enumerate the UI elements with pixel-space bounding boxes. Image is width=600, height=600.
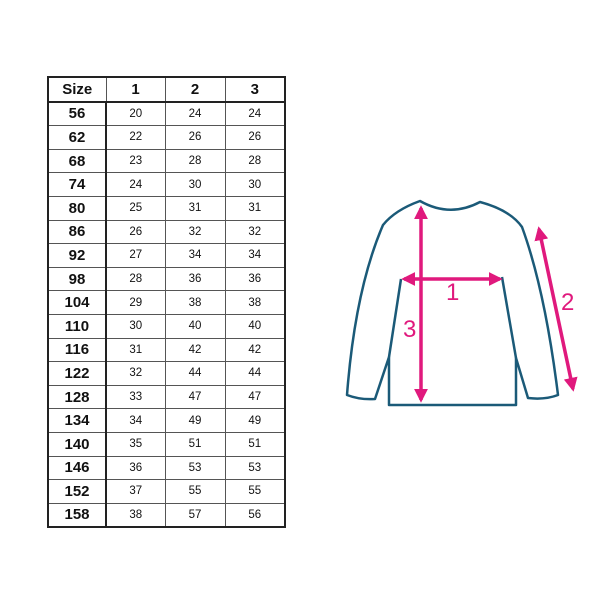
measurement-cell: 31 [224, 195, 286, 221]
table-row: 110 30 40 40 [47, 313, 286, 339]
measurement-cell: 53 [224, 455, 286, 481]
measurement-cell: 24 [224, 101, 286, 127]
measure-arrow-2 [534, 226, 578, 392]
measurement-cell: 51 [164, 431, 226, 457]
table-row: 98 28 36 36 [47, 266, 286, 292]
size-cell: 116 [47, 337, 107, 363]
measurement-cell: 20 [105, 101, 166, 127]
measurement-cell: 38 [105, 502, 166, 528]
table-row: 104 29 38 38 [47, 290, 286, 315]
table-row: 56 20 24 24 [47, 101, 286, 127]
size-cell: 158 [47, 502, 107, 528]
measurement-cell: 55 [224, 479, 286, 504]
measurement-cell: 27 [105, 243, 166, 268]
size-cell: 92 [47, 243, 107, 268]
measurement-cell: 55 [164, 479, 226, 504]
size-cell: 152 [47, 479, 107, 504]
measurement-cell: 34 [224, 243, 286, 268]
measurement-cell: 51 [224, 431, 286, 457]
table-row: 158 38 57 56 [47, 502, 286, 528]
label-3: 3 [403, 316, 416, 343]
measurement-cell: 42 [224, 337, 286, 363]
label-1: 1 [446, 279, 459, 306]
measurement-cell: 36 [164, 266, 226, 292]
measurement-cell: 42 [164, 337, 226, 363]
size-cell: 128 [47, 384, 107, 410]
measurement-cell: 56 [224, 502, 286, 528]
size-cell: 122 [47, 361, 107, 386]
table-row: 74 24 30 30 [47, 172, 286, 197]
table-row: 134 34 49 49 [47, 408, 286, 433]
size-cell: 134 [47, 408, 107, 433]
measurement-cell: 47 [224, 384, 286, 410]
table-row: 80 25 31 31 [47, 195, 286, 221]
table-row: 140 35 51 51 [47, 431, 286, 457]
table-row: 116 31 42 42 [47, 337, 286, 363]
measurement-cell: 40 [224, 313, 286, 339]
measurement-cell: 44 [164, 361, 226, 386]
size-table: Size 1 2 3 56 20 24 24 62 22 26 26 68 23 28 28 74 24 30 30… [47, 76, 286, 529]
measurement-cell: 31 [164, 195, 226, 221]
header-col-3: 3 [224, 76, 286, 103]
measurement-cell: 49 [224, 408, 286, 433]
size-cell: 98 [47, 266, 107, 292]
size-cell: 80 [47, 195, 107, 221]
measurement-cell: 30 [105, 313, 166, 339]
measurement-cell: 44 [224, 361, 286, 386]
measurement-cell: 35 [105, 431, 166, 457]
measurement-cell: 47 [164, 384, 226, 410]
size-cell: 110 [47, 313, 107, 339]
table-row: 92 27 34 34 [47, 243, 286, 268]
header-size: Size [47, 76, 107, 103]
measurement-cell: 32 [224, 219, 286, 245]
size-cell: 140 [47, 431, 107, 457]
size-cell: 56 [47, 101, 107, 127]
label-2: 2 [561, 289, 574, 316]
measurement-cell: 36 [224, 266, 286, 292]
sweater-outline [345, 199, 560, 407]
measurement-cell: 29 [105, 290, 166, 315]
measurement-cell: 25 [105, 195, 166, 221]
measurement-cell: 31 [105, 337, 166, 363]
measurement-cell: 24 [164, 101, 226, 127]
measurement-cell: 53 [164, 455, 226, 481]
size-cell: 146 [47, 455, 107, 481]
size-cell: 62 [47, 125, 107, 150]
table-row: 122 32 44 44 [47, 361, 286, 386]
measurement-cell: 38 [224, 290, 286, 315]
table-row: 128 33 47 47 [47, 384, 286, 410]
measurement-cell: 57 [164, 502, 226, 528]
measurement-cell: 34 [105, 408, 166, 433]
header-row: Size 1 2 3 [47, 76, 286, 103]
table-row: 62 22 26 26 [47, 125, 286, 150]
table-row: 146 36 53 53 [47, 455, 286, 481]
size-cell: 74 [47, 172, 107, 197]
size-cell: 104 [47, 290, 107, 315]
header-col-1: 1 [105, 76, 166, 103]
measurement-cell: 23 [105, 148, 166, 174]
measurement-cell: 36 [105, 455, 166, 481]
measurement-cell: 32 [105, 361, 166, 386]
